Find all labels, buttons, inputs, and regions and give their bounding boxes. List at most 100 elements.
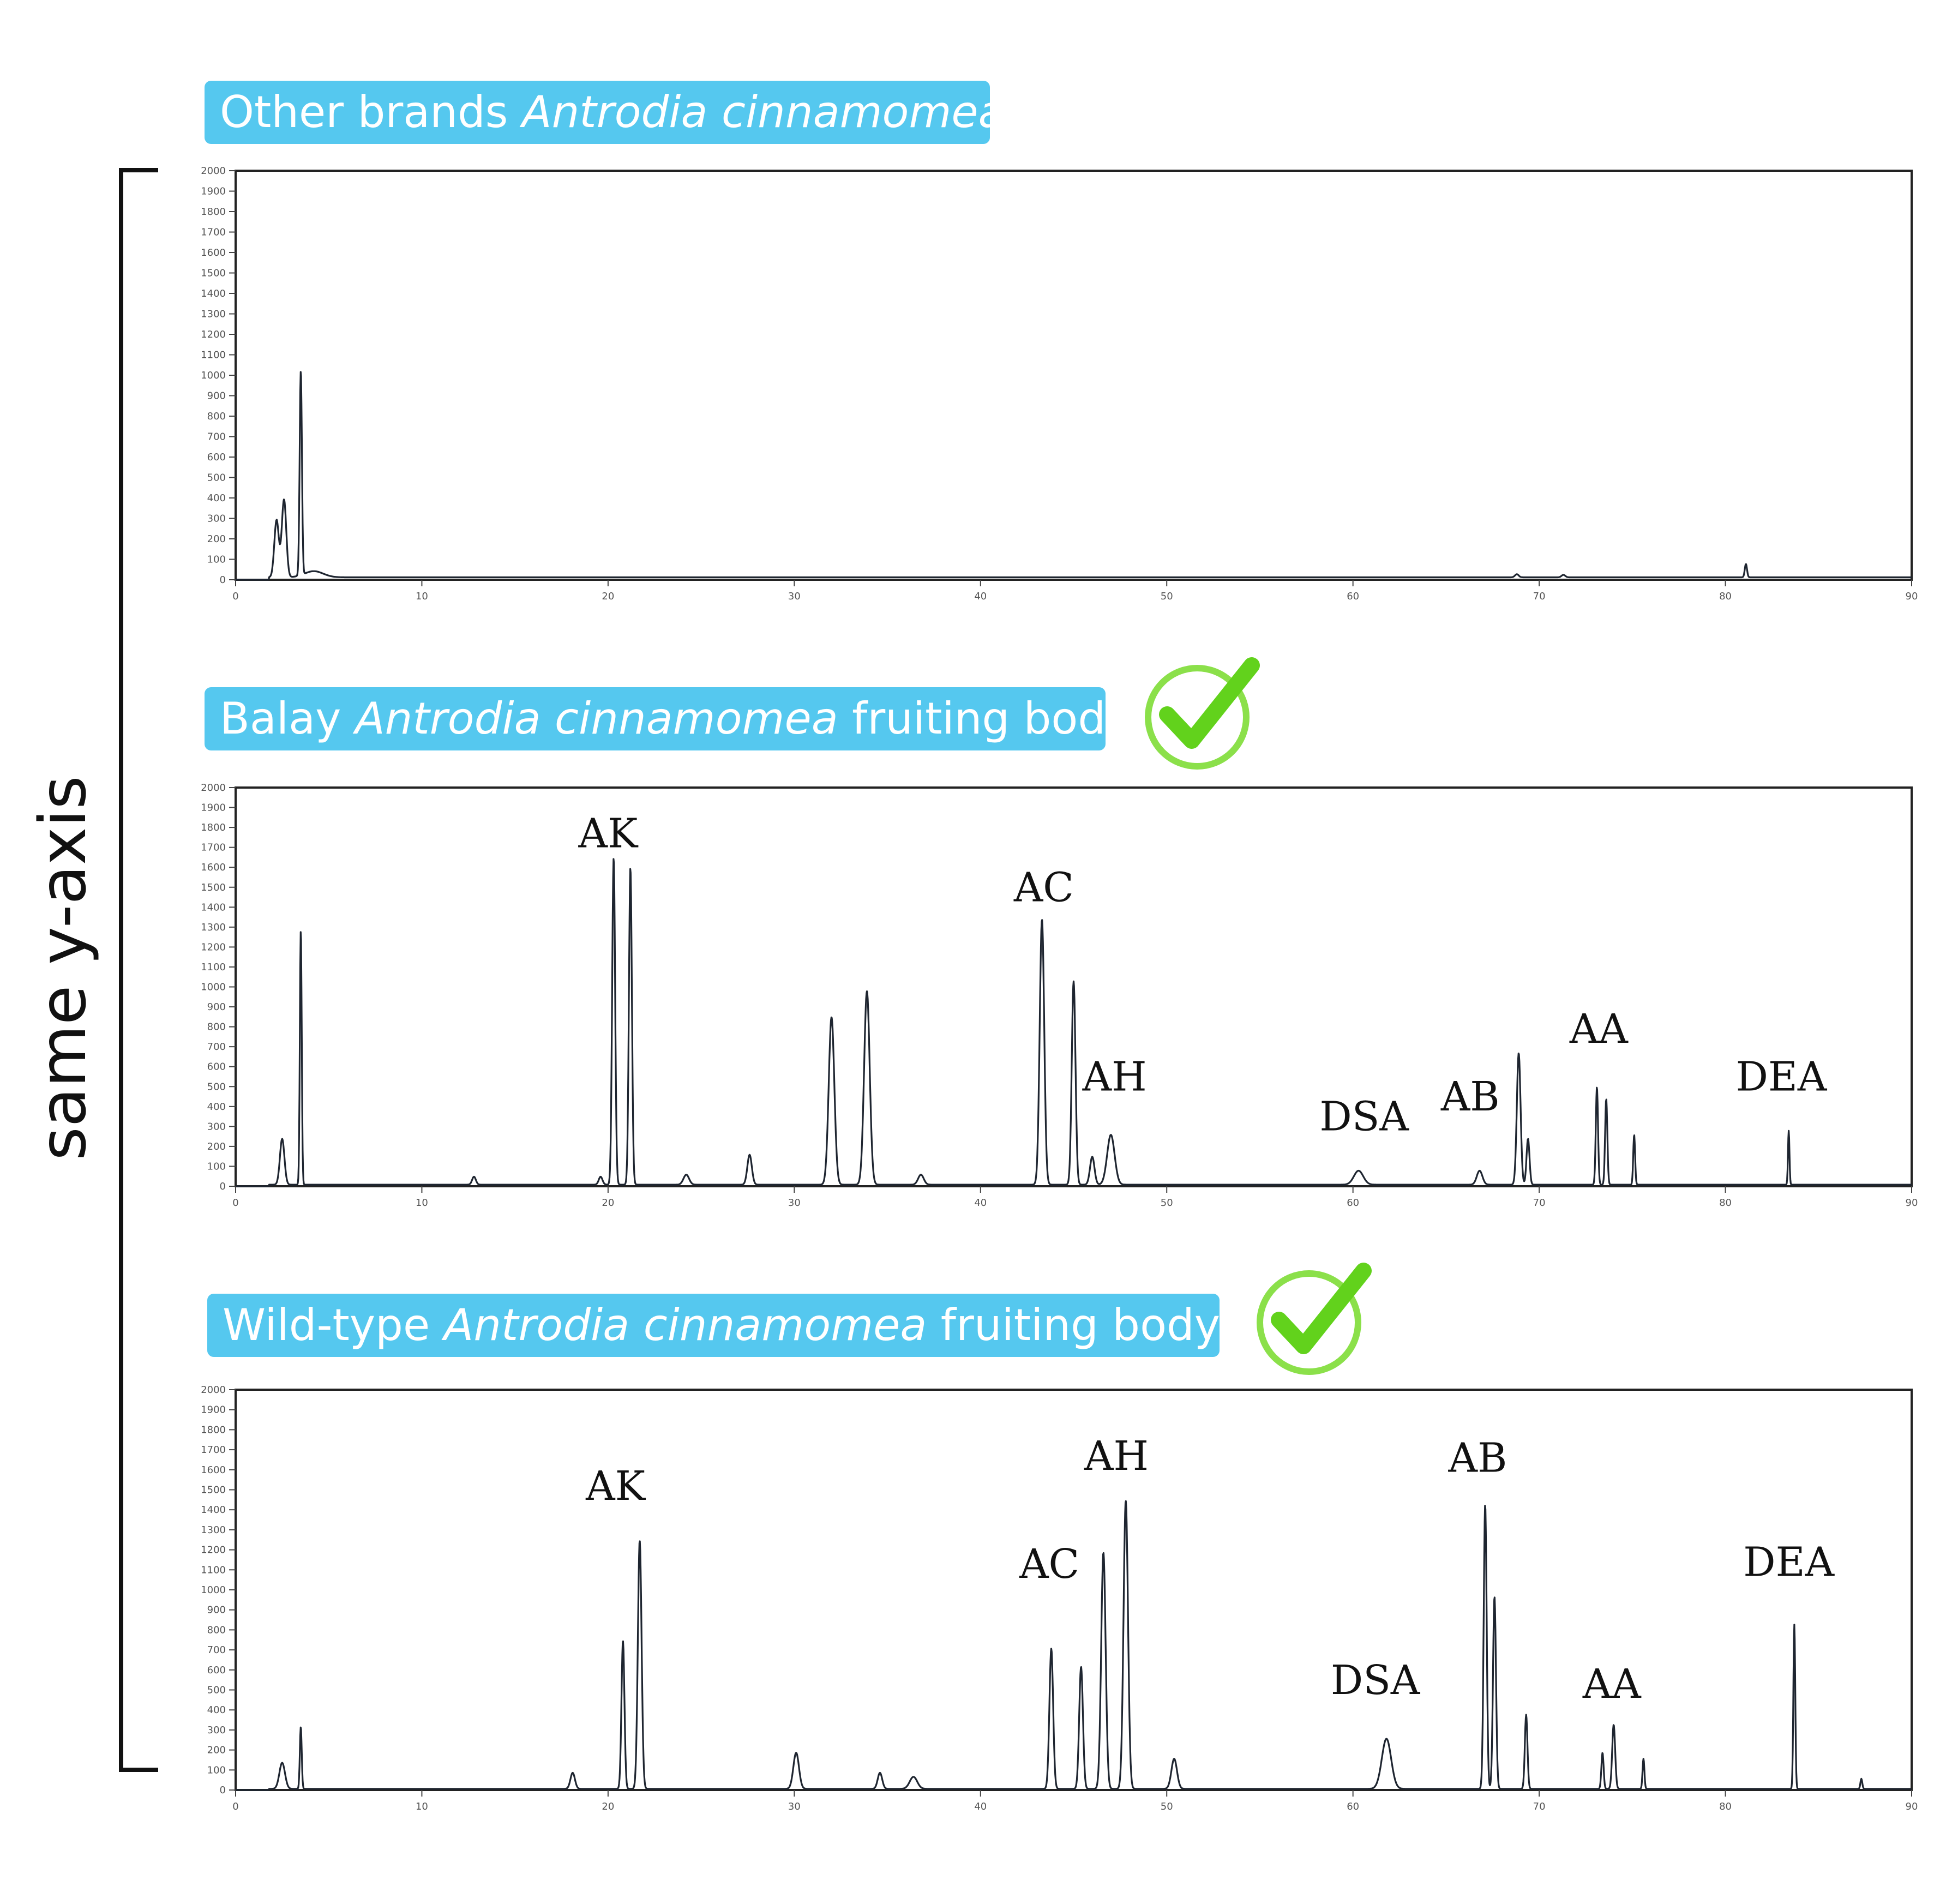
x-tick-label: 40 — [974, 591, 987, 602]
plot-frame — [235, 1389, 1913, 1791]
x-tick-label: 20 — [602, 591, 614, 602]
chromatogram-balay: 0100200300400500600700800900100011001200… — [201, 782, 1918, 1209]
peak-label-dsa: DSA — [1319, 1094, 1409, 1140]
y-tick-label: 1700 — [201, 1444, 226, 1456]
x-tick-label: 0 — [232, 1197, 238, 1209]
y-tick-label: 1000 — [201, 1584, 226, 1596]
x-tick-label: 70 — [1533, 1801, 1546, 1812]
y-tick-label: 1400 — [201, 902, 226, 913]
peak-label-ak: AK — [578, 810, 639, 857]
chart-title-plain: Other brands — [220, 87, 522, 137]
peak-label-ab: AB — [1448, 1434, 1507, 1481]
y-tick-label: 1300 — [201, 1524, 226, 1536]
x-tick-label: 60 — [1347, 591, 1359, 602]
y-tick-label: 100 — [207, 1764, 226, 1776]
check-circle-icon — [1145, 657, 1260, 770]
y-tick-label: 1600 — [201, 862, 226, 873]
y-tick-label: 700 — [207, 431, 226, 443]
y-tick-label: 1900 — [201, 802, 226, 814]
x-tick-label: 30 — [788, 1197, 801, 1209]
check-circle-icon — [1257, 1263, 1372, 1375]
chart-title-other-brands: Other brands Antrodia cinnamomea — [205, 81, 1005, 144]
x-tick-label: 30 — [788, 1801, 801, 1812]
y-tick-label: 100 — [207, 1161, 226, 1172]
x-tick-label: 50 — [1161, 1197, 1173, 1209]
x-tick-label: 80 — [1719, 591, 1732, 602]
peak-label-ah: AH — [1082, 1054, 1147, 1101]
y-tick-label: 900 — [207, 1001, 226, 1013]
peak-label-ac: AC — [1013, 864, 1074, 911]
peak-label-ah: AH — [1084, 1433, 1149, 1480]
x-tick-label: 90 — [1906, 1197, 1918, 1209]
y-axis-bracket — [119, 168, 158, 1772]
x-tick-label: 70 — [1533, 591, 1546, 602]
y-tick-label: 1500 — [201, 1485, 226, 1496]
chromatogram-trace — [235, 1500, 1912, 1791]
x-tick-label: 90 — [1906, 1801, 1918, 1812]
y-tick-label: 400 — [207, 1704, 226, 1716]
y-tick-label: 900 — [207, 1605, 226, 1616]
peak-label-ac: AC — [1019, 1541, 1079, 1588]
y-tick-label: 200 — [207, 533, 226, 545]
y-tick-label: 1800 — [201, 206, 226, 218]
chart-title-species: Antrodia cinnamomea — [521, 87, 1005, 137]
y-tick-label: 0 — [220, 1785, 226, 1796]
y-tick-label: 600 — [207, 1665, 226, 1676]
chart-title-wild-type: Wild-type Antrodia cinnamomea fruiting b… — [207, 1294, 1220, 1357]
y-tick-label: 800 — [207, 1624, 226, 1636]
y-tick-label: 0 — [220, 1181, 226, 1192]
x-tick-label: 40 — [974, 1801, 987, 1812]
x-tick-label: 80 — [1719, 1801, 1732, 1812]
x-tick-label: 10 — [416, 1197, 428, 1209]
chart-title-plain: Balay — [220, 693, 355, 744]
y-tick-label: 600 — [207, 1061, 226, 1073]
peak-label-aa: AA — [1569, 1006, 1629, 1053]
y-tick-label: 1600 — [201, 247, 226, 259]
y-tick-label: 200 — [207, 1745, 226, 1756]
y-tick-label: 500 — [207, 1685, 226, 1696]
y-tick-label: 1100 — [201, 1564, 226, 1576]
chart-title-balay: Balay Antrodia cinnamomea fruiting body — [205, 687, 1132, 750]
y-tick-label: 1800 — [201, 822, 226, 833]
x-tick-label: 30 — [788, 591, 801, 602]
x-tick-label: 10 — [416, 591, 428, 602]
x-tick-label: 20 — [602, 1197, 614, 1209]
peak-label-aa: AA — [1582, 1661, 1642, 1708]
y-tick-label: 1200 — [201, 1545, 226, 1556]
y-tick-label: 600 — [207, 452, 226, 463]
y-tick-label: 1900 — [201, 1404, 226, 1416]
chart-title-species: Antrodia cinnamomea — [443, 1300, 927, 1350]
y-tick-label: 1100 — [201, 350, 226, 361]
chart-title-suffix: fruiting body — [927, 1300, 1221, 1350]
x-tick-label: 70 — [1533, 1197, 1546, 1209]
peak-label-ak: AK — [585, 1463, 646, 1510]
y-tick-label: 800 — [207, 411, 226, 422]
y-tick-label: 500 — [207, 472, 226, 484]
y-tick-label: 1600 — [201, 1464, 226, 1476]
peak-label-dea: DEA — [1736, 1054, 1828, 1101]
x-tick-label: 0 — [232, 1801, 238, 1812]
y-tick-label: 900 — [207, 391, 226, 402]
y-tick-label: 1200 — [201, 941, 226, 953]
x-tick-label: 40 — [974, 1197, 987, 1209]
y-tick-label: 1700 — [201, 842, 226, 854]
chart-title-suffix: fruiting body — [838, 693, 1132, 744]
x-tick-label: 80 — [1719, 1197, 1732, 1209]
y-tick-label: 800 — [207, 1022, 226, 1033]
chart-title-plain: Wild-type — [223, 1300, 444, 1350]
y-tick-label: 400 — [207, 492, 226, 504]
y-tick-label: 1300 — [201, 309, 226, 320]
x-tick-label: 10 — [416, 1801, 428, 1812]
y-tick-label: 2000 — [201, 1384, 226, 1396]
y-tick-label: 1300 — [201, 922, 226, 933]
y-tick-label: 1000 — [201, 370, 226, 381]
y-tick-label: 400 — [207, 1101, 226, 1113]
chart-title-species: Antrodia cinnamomea — [355, 693, 838, 744]
y-tick-label: 1900 — [201, 186, 226, 197]
y-tick-label: 500 — [207, 1081, 226, 1092]
y-tick-label: 1500 — [201, 268, 226, 279]
x-tick-label: 50 — [1161, 591, 1173, 602]
y-tick-label: 100 — [207, 554, 226, 566]
peak-label-dea: DEA — [1743, 1539, 1835, 1585]
peak-label-dsa: DSA — [1331, 1657, 1421, 1704]
